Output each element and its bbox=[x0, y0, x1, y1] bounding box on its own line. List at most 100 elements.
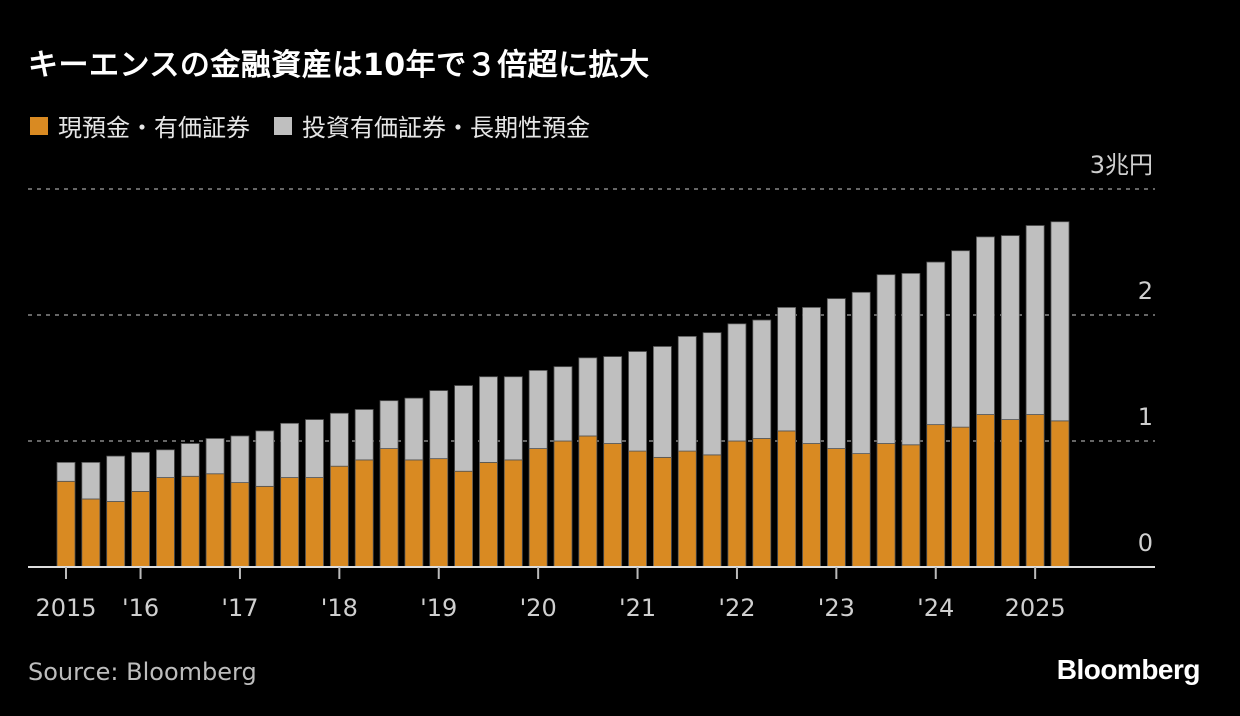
bar-cash bbox=[752, 438, 772, 568]
bar-investments bbox=[479, 376, 498, 463]
bar-cash bbox=[976, 414, 995, 568]
bar-cash bbox=[876, 443, 896, 568]
legend-label-cash: 現預金・有価証券 bbox=[58, 114, 250, 142]
bar-investments bbox=[255, 430, 275, 487]
bar-investments bbox=[653, 346, 672, 458]
bar-cash bbox=[603, 443, 623, 568]
bar-cash bbox=[802, 443, 821, 568]
bar-investments bbox=[951, 250, 970, 428]
y-tick-label: 0 bbox=[1138, 529, 1153, 557]
bar-investments bbox=[56, 462, 76, 482]
bar-investments bbox=[752, 319, 772, 439]
x-tick-label: '16 bbox=[122, 594, 159, 622]
bar-investments bbox=[354, 409, 374, 461]
x-tick-label: '18 bbox=[321, 594, 358, 622]
bar-investments bbox=[230, 435, 250, 483]
bar-investments bbox=[1000, 235, 1020, 420]
legend-item-investments: 投資有価証券・長期性預金 bbox=[274, 108, 590, 143]
bar-investments bbox=[777, 307, 797, 432]
bar-investments bbox=[503, 376, 523, 461]
x-tick-label: '21 bbox=[619, 594, 656, 622]
bar-investments bbox=[205, 438, 225, 475]
bar-investments bbox=[851, 291, 871, 455]
bar-investments bbox=[727, 323, 747, 442]
y-tick-label: 3兆円 bbox=[1090, 151, 1153, 179]
bar-investments bbox=[926, 261, 946, 426]
bar-cash bbox=[901, 444, 921, 568]
bar-cash bbox=[677, 450, 697, 568]
bar-cash bbox=[528, 448, 548, 568]
legend-swatch-investments bbox=[274, 116, 292, 135]
bar-cash bbox=[951, 426, 970, 568]
x-tick-label: '19 bbox=[420, 594, 457, 622]
legend-label-investments: 投資有価証券・長期性預金 bbox=[302, 114, 590, 142]
bar-cash bbox=[553, 440, 573, 568]
y-tick-label: 2 bbox=[1138, 277, 1153, 305]
bar-investments bbox=[528, 370, 548, 449]
bar-cash bbox=[280, 477, 300, 568]
bar-cash bbox=[81, 498, 101, 568]
legend: 現預金・有価証券 投資有価証券・長期性預金 bbox=[30, 108, 614, 143]
x-tick-label: '17 bbox=[221, 594, 258, 622]
x-tick-label: '22 bbox=[718, 594, 755, 622]
bar-cash bbox=[429, 458, 449, 568]
bar-cash bbox=[628, 450, 647, 568]
bar-investments bbox=[578, 357, 598, 437]
x-tick-label: '20 bbox=[520, 594, 557, 622]
bar-investments bbox=[1050, 221, 1070, 422]
bar-investments bbox=[976, 236, 995, 415]
bar-cash bbox=[230, 482, 250, 568]
source-note: Source: Bloomberg bbox=[28, 658, 257, 686]
bar-cash bbox=[379, 448, 399, 568]
bar-investments bbox=[329, 412, 349, 467]
bar-cash bbox=[205, 473, 225, 568]
bar-cash bbox=[454, 470, 474, 568]
bar-cash bbox=[106, 501, 126, 568]
bar-investments bbox=[131, 451, 150, 492]
bar-cash bbox=[727, 440, 747, 568]
bar-investments bbox=[1025, 225, 1045, 415]
bar-cash bbox=[155, 477, 175, 568]
bar-cash bbox=[777, 430, 797, 568]
bar-investments bbox=[802, 307, 821, 444]
bar-investments bbox=[553, 366, 573, 442]
bar-cash bbox=[305, 477, 324, 568]
bar-cash bbox=[354, 459, 374, 568]
y-tick-label: 1 bbox=[1138, 403, 1153, 431]
bar-cash bbox=[1050, 420, 1070, 568]
bloomberg-logo: Bloomberg bbox=[1056, 654, 1201, 685]
bar-investments bbox=[677, 336, 697, 452]
chart-title: キーエンスの金融資産は10年で３倍超に拡大 bbox=[28, 48, 650, 83]
x-tick-label: '24 bbox=[917, 594, 954, 622]
bar-cash bbox=[653, 456, 672, 568]
bar-cash bbox=[1000, 419, 1020, 568]
bar-cash bbox=[826, 448, 846, 568]
bar-investments bbox=[404, 397, 424, 461]
bar-cash bbox=[131, 490, 150, 568]
bar-investments bbox=[702, 332, 722, 456]
bar-cash bbox=[503, 459, 523, 568]
bar-cash bbox=[255, 485, 275, 568]
bar-investments bbox=[180, 443, 200, 477]
bar-cash bbox=[702, 454, 722, 568]
x-tick-label: '23 bbox=[818, 594, 855, 622]
bar-investments bbox=[603, 356, 623, 444]
bar-investments bbox=[305, 419, 324, 478]
bar-investments bbox=[81, 462, 101, 500]
bar-investments bbox=[628, 351, 647, 452]
x-tick-label: 2025 bbox=[1005, 594, 1066, 622]
bar-cash bbox=[1025, 414, 1045, 568]
bar-cash bbox=[329, 465, 349, 568]
legend-item-cash: 現預金・有価証券 bbox=[30, 108, 250, 143]
bar-investments bbox=[280, 422, 300, 478]
bar-cash bbox=[926, 424, 946, 568]
bar-cash bbox=[404, 459, 424, 568]
bar-cash bbox=[578, 435, 598, 568]
bar-investments bbox=[454, 385, 474, 472]
x-tick-label: 2015 bbox=[35, 594, 96, 622]
bar-investments bbox=[429, 390, 449, 460]
bar-cash bbox=[180, 475, 200, 568]
bar-investments bbox=[379, 400, 399, 449]
bar-investments bbox=[106, 455, 126, 502]
